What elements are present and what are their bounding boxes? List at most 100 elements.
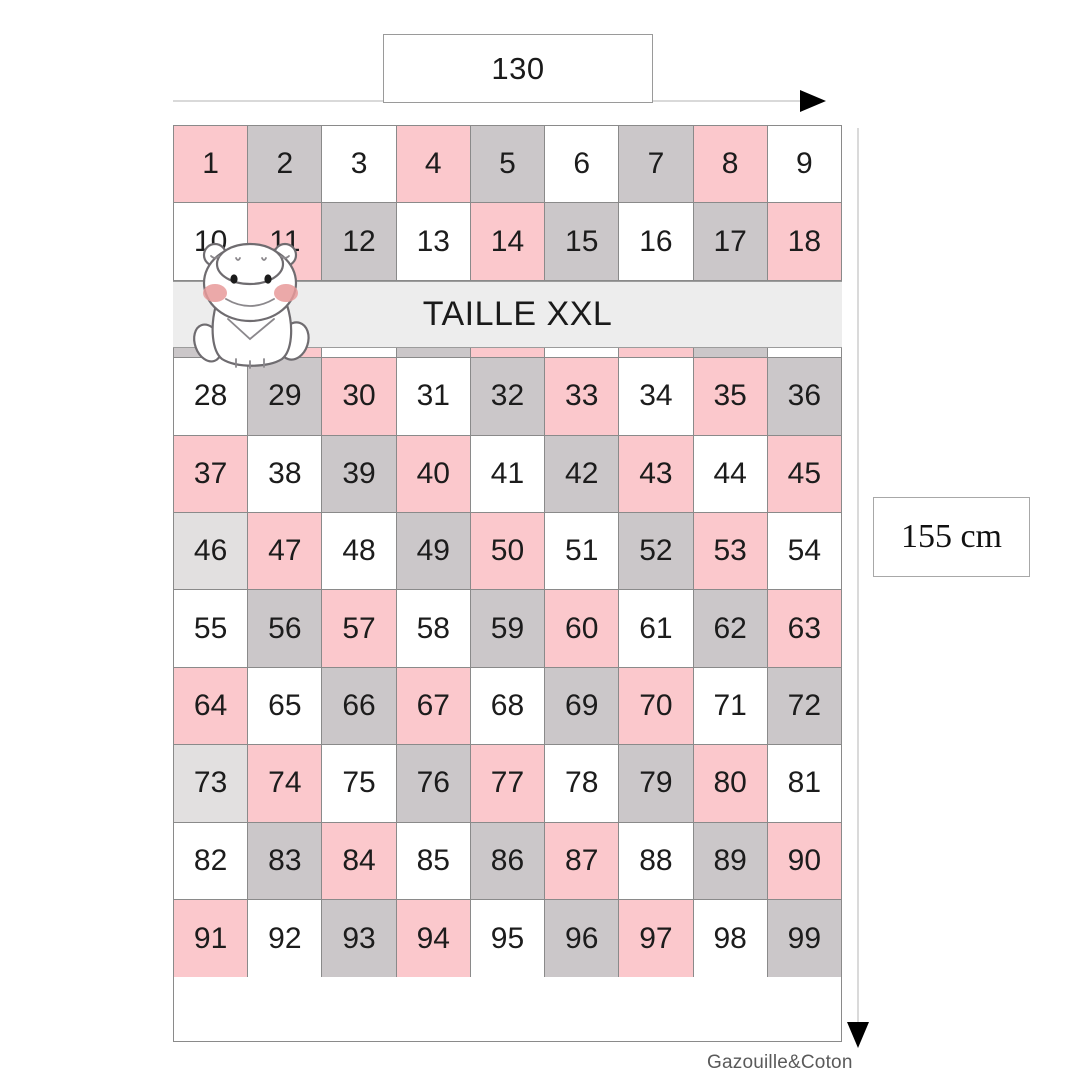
grid-cell[interactable]: 70	[619, 667, 694, 746]
grid-row: 64 65 66 67 68 69 70 71 72	[174, 667, 841, 746]
grid-cell[interactable]: 8	[693, 126, 768, 204]
grid-cell[interactable]: 51	[545, 512, 620, 591]
grid-cell[interactable]: 66	[322, 667, 397, 746]
grid-cell[interactable]: 76	[396, 745, 471, 823]
grid-cell[interactable]: 77	[470, 745, 546, 823]
grid-cell[interactable]: 98	[693, 899, 768, 978]
grid-row: 55 56 57 58 59 60 61 62 63	[174, 590, 841, 668]
grid-cell[interactable]: 47	[248, 512, 323, 591]
grid-cell[interactable]: 30	[322, 358, 397, 436]
width-label-box: 130	[383, 34, 653, 103]
grid-cell[interactable]: 75	[322, 745, 397, 823]
grid-cell[interactable]: 94	[396, 899, 471, 978]
grid-cell[interactable]: 81	[767, 745, 841, 823]
grid-cell[interactable]: 73	[174, 745, 249, 823]
grid-cell[interactable]: 78	[545, 745, 620, 823]
grid-cell[interactable]: 46	[174, 512, 249, 591]
grid-cell[interactable]: 32	[470, 358, 546, 436]
grid-cell[interactable]: 92	[248, 899, 323, 978]
grid-cell[interactable]: 2	[248, 126, 323, 204]
grid-cell[interactable]: 44	[693, 435, 768, 513]
grid-cell[interactable]: 97	[619, 899, 694, 978]
grid-cell[interactable]: 82	[174, 822, 249, 900]
grid-cell[interactable]: 88	[619, 822, 694, 900]
grid-cell[interactable]: 83	[248, 822, 323, 900]
grid-cell[interactable]: 13	[396, 203, 471, 281]
grid-cell[interactable]: 36	[767, 358, 841, 436]
grid-cell[interactable]: 7	[619, 126, 694, 204]
grid-cell[interactable]: 96	[545, 899, 620, 978]
grid-cell[interactable]: 15	[545, 203, 620, 281]
grid-cell[interactable]: 34	[619, 358, 694, 436]
grid-cell[interactable]: 55	[174, 590, 249, 668]
grid-cell[interactable]: 65	[248, 667, 323, 746]
grid-cell[interactable]: 93	[322, 899, 397, 978]
grid-row: 73 74 75 76 77 78 79 80 81	[174, 745, 841, 823]
grid-cell[interactable]: 49	[396, 512, 471, 591]
grid-cell[interactable]: 99	[767, 899, 841, 978]
grid-cell[interactable]: 53	[693, 512, 768, 591]
grid-cell[interactable]: 84	[322, 822, 397, 900]
grid-cell[interactable]: 18	[767, 203, 841, 281]
grid-cell[interactable]: 86	[470, 822, 546, 900]
grid-cell[interactable]: 1	[174, 126, 249, 204]
grid-cell[interactable]: 5	[470, 126, 546, 204]
grid-cell[interactable]: 58	[396, 590, 471, 668]
grid-cell[interactable]: 28	[174, 358, 249, 436]
grid-cell[interactable]: 3	[322, 126, 397, 204]
grid-cell[interactable]: 69	[545, 667, 620, 746]
grid-cell[interactable]: 12	[322, 203, 397, 281]
grid-cell[interactable]: 60	[545, 590, 620, 668]
grid-cell[interactable]: 71	[693, 667, 768, 746]
grid-cell[interactable]: 17	[693, 203, 768, 281]
grid-cell[interactable]: 74	[248, 745, 323, 823]
grid-cell[interactable]: 16	[619, 203, 694, 281]
grid-cell[interactable]: 59	[470, 590, 546, 668]
grid-cell[interactable]: 90	[767, 822, 841, 900]
grid-cell[interactable]: 54	[767, 512, 841, 591]
grid-cell[interactable]: 29	[248, 358, 323, 436]
grid-row: 28 29 30 31 32 33 34 35 36	[174, 358, 841, 436]
grid-cell[interactable]: 62	[693, 590, 768, 668]
grid-cell[interactable]: 31	[396, 358, 471, 436]
grid-cell[interactable]: 42	[545, 435, 620, 513]
grid-cell[interactable]: 68	[470, 667, 546, 746]
grid-cell[interactable]: 14	[470, 203, 546, 281]
grid-cell[interactable]: 72	[767, 667, 841, 746]
grid-cell[interactable]: 87	[545, 822, 620, 900]
grid-cell[interactable]: 57	[322, 590, 397, 668]
grid-cell[interactable]: 33	[545, 358, 620, 436]
grid-cell[interactable]: 35	[693, 358, 768, 436]
grid-cell[interactable]: 95	[470, 899, 546, 978]
grid-cell[interactable]: 45	[767, 435, 841, 513]
grid-cell[interactable]: 40	[396, 435, 471, 513]
arrow-down-icon	[847, 1022, 869, 1048]
grid-cell[interactable]: 50	[470, 512, 546, 591]
grid-cell[interactable]: 41	[470, 435, 546, 513]
grid-row: 91 92 93 94 95 96 97 98 99	[174, 899, 841, 978]
grid-cell[interactable]: 91	[174, 899, 249, 978]
grid-cell[interactable]: 61	[619, 590, 694, 668]
grid-cell[interactable]: 64	[174, 667, 249, 746]
grid-cell[interactable]: 38	[248, 435, 323, 513]
grid-cell[interactable]: 6	[545, 126, 620, 204]
grid-cell[interactable]: 43	[619, 435, 694, 513]
grid-cell[interactable]: 9	[767, 126, 841, 204]
grid-cell[interactable]: 4	[396, 126, 471, 204]
grid-cell[interactable]: 67	[396, 667, 471, 746]
grid-cell[interactable]: 39	[322, 435, 397, 513]
arrow-right-icon	[800, 90, 826, 112]
grid-cell[interactable]: 48	[322, 512, 397, 591]
grid-cell[interactable]: 56	[248, 590, 323, 668]
size-banner-label: TAILLE XXL	[422, 295, 613, 333]
height-dimension-line	[857, 128, 859, 1028]
grid-cell[interactable]: 80	[693, 745, 768, 823]
grid-cell[interactable]: 37	[174, 435, 249, 513]
grid-cell[interactable]: 89	[693, 822, 768, 900]
grid-cell[interactable]: 85	[396, 822, 471, 900]
grid-cell[interactable]: 79	[619, 745, 694, 823]
grid-cell[interactable]: 52	[619, 512, 694, 591]
grid-cell[interactable]: 63	[767, 590, 841, 668]
